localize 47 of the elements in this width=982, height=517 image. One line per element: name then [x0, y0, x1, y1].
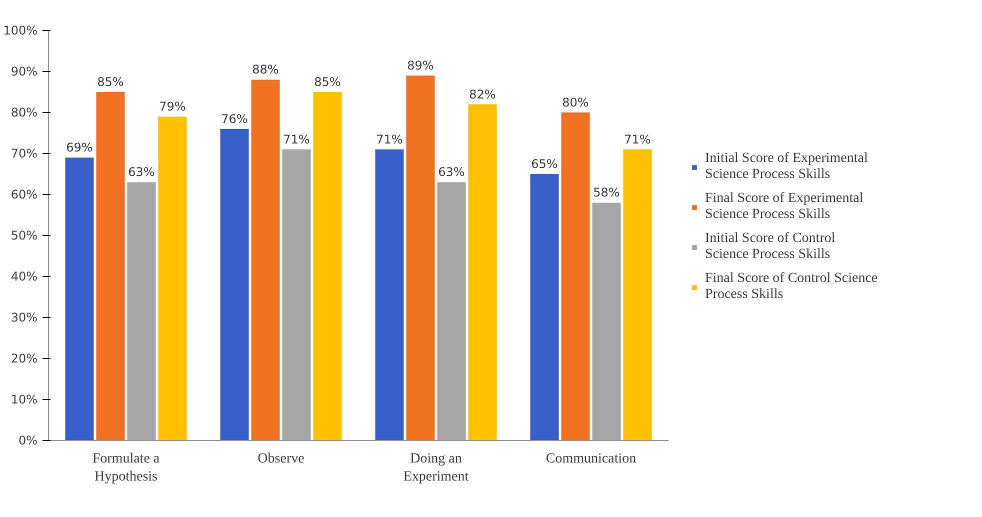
y-tick-label: 30%	[10, 310, 38, 324]
data-label: 71%	[283, 132, 310, 146]
data-label: 63%	[438, 165, 465, 180]
y-tick-label: 0%	[18, 434, 38, 448]
legend-label: Initial Score of Control Science Process Skills	[705, 230, 836, 262]
x-tick-label: Observe	[258, 452, 304, 466]
bar	[220, 128, 249, 440]
data-label: 71%	[376, 132, 403, 146]
legend-label: Final Score of Control Science Process Skills	[705, 270, 878, 302]
data-label: 85%	[314, 75, 341, 89]
data-label: 82%	[469, 87, 496, 102]
y-tick-label: 40%	[10, 270, 38, 284]
y-tick-label: 90%	[10, 64, 38, 78]
bar	[406, 76, 435, 440]
y-tick-label: 20%	[10, 352, 38, 366]
bar	[561, 112, 590, 440]
y-tick-label: 50%	[10, 228, 38, 242]
bar	[623, 149, 652, 440]
y-tick-label: 60%	[10, 188, 38, 202]
legend-label: Final Score of Experimental Science Process Skills	[705, 190, 864, 222]
data-label: 65%	[531, 157, 558, 171]
data-label: 63%	[128, 165, 155, 180]
y-tick-label: 80%	[10, 106, 38, 120]
bar	[251, 80, 280, 440]
data-label: 80%	[562, 96, 589, 110]
data-label: 88%	[252, 62, 279, 77]
legend-label: Initial Score of Experimental Science Process Skills	[705, 150, 868, 182]
y-tick-label: 100%	[3, 24, 38, 38]
data-label: 85%	[97, 75, 124, 89]
data-label: 79%	[159, 100, 186, 114]
bar	[158, 116, 187, 440]
data-label: 69%	[66, 140, 93, 155]
x-tick-label: Formulate a Hypothesis	[92, 452, 160, 484]
data-label: 58%	[593, 186, 620, 200]
bar	[96, 92, 125, 440]
data-label: 76%	[221, 112, 248, 126]
bar	[313, 92, 342, 440]
data-label: 89%	[407, 58, 434, 73]
y-tick-label: 10%	[10, 392, 38, 406]
bar	[530, 174, 559, 440]
x-tick-label: Doing an Experiment	[403, 452, 469, 484]
bar	[375, 149, 404, 440]
bar	[468, 104, 497, 440]
x-tick-label: Communication	[546, 452, 636, 466]
data-label: 71%	[624, 132, 651, 146]
bar	[65, 158, 94, 440]
y-tick-label: 70%	[10, 146, 38, 160]
